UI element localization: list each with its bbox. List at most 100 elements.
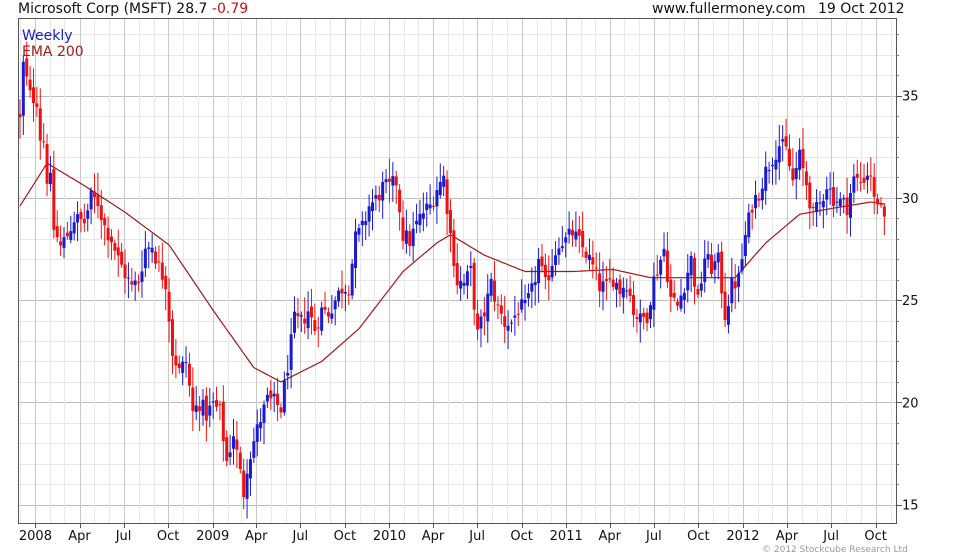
price-bar-body [194,405,198,412]
price-bar-body [367,206,371,222]
price-bar-body [360,220,364,226]
price-bar-body [25,58,29,77]
price-bar-body [787,148,791,167]
price-bar-body [59,241,63,246]
price-bar-body [801,148,805,169]
price-bar-body [821,200,825,208]
price-bar-body [72,222,76,234]
price-bar-body [625,290,629,292]
price-bar-body [862,177,866,183]
price-bar-body [676,301,680,306]
price-bar-body [811,207,815,209]
price-bar-body [584,251,588,258]
price-bar-body [733,281,737,289]
price-bars [18,41,886,519]
price-bar-body [35,103,39,107]
price-bar-body [445,179,449,215]
price-bar-body [157,261,161,263]
price-bar-body [184,362,188,364]
x-tick-label: Jul [645,529,662,544]
price-bar-body [391,176,395,186]
price-bar-body [418,213,422,225]
price-bar-body [408,231,412,246]
price-bar-body [777,146,781,163]
price-bar-body [615,282,619,290]
price-bar-body [211,401,215,403]
x-tick-label: Jul [115,529,132,544]
price-bar-body [804,171,808,186]
price-bar-body [493,280,497,302]
x-tick-label: Apr [599,529,622,544]
price-bar-body [794,168,798,180]
price-bar-body [499,305,503,314]
copyright-notice: © 2012 Stockcube Research Ltd [762,545,908,555]
price-bar-body [767,170,771,172]
price-bar-body [791,168,795,181]
price-bar-body [293,311,297,333]
x-tick-label: Apr [68,529,91,544]
price-bar-body [411,228,415,247]
price-bar-body [65,232,69,237]
grid [18,18,896,523]
price-bar-body [771,164,775,167]
price-bar-body [462,282,466,286]
price-bar-body [130,281,134,285]
price-change: -0.79 [211,1,249,17]
price-bar-body [655,274,659,276]
price-bar-body [635,317,639,319]
site-url[interactable]: www.fullermoney.com [652,1,806,17]
price-bar-body [879,204,883,206]
price-bar-body [757,198,761,201]
price-bar-body [628,288,632,297]
price-bar-body [713,261,717,270]
price-bar-body [608,278,612,280]
price-bar-body [482,312,486,317]
price-bar-body [638,313,642,323]
price-bar-body [394,176,398,186]
price-bar-body [442,175,446,187]
price-bar-body [594,267,598,269]
price-bar-body [679,295,683,309]
price-bar-body [632,295,636,315]
ema-200-layer [19,162,885,383]
price-bar-body [808,182,812,209]
price-bar-body [743,235,747,257]
y-tick-label: 20 [902,396,919,411]
price-bar-body [299,315,303,317]
price-bar-body [421,213,425,219]
price-bar-body [835,201,839,203]
price-bar-body [852,176,856,193]
x-tick-label: 2010 [373,529,406,544]
price-bar-body [876,198,880,205]
price-bar-body [689,255,693,276]
price-bar-body [550,265,554,278]
price-bar-body [286,372,290,376]
price-bar-body [350,263,354,296]
price-bar-body [109,236,113,243]
price-bar-body [781,139,785,142]
price-bar-body [364,221,368,226]
price-bar-body [448,210,452,234]
price-bar-body [204,395,208,421]
price-bar-body [652,276,656,310]
price-bar-body [201,399,205,416]
price-bar-body [218,404,222,406]
price-bar-body [103,218,107,226]
price-bar-body [82,218,86,224]
x-tick-label: 2012 [726,529,759,544]
price-bar-body [42,141,46,143]
price-bar-body [686,272,690,291]
price-bar-body [191,387,195,411]
y-tick-label: 35 [902,90,919,105]
price-bar-body [882,206,886,217]
price-bar-body [116,247,120,256]
price-bar-body [140,271,144,282]
price-bar-body [160,262,164,280]
price-bar-body [455,263,459,286]
price-bar-body [357,228,361,235]
price-bar-body [438,181,442,196]
price-bar-body [48,172,52,185]
price-bar-body [143,248,147,269]
price-bar-body [604,279,608,281]
price-bar-body [571,229,575,236]
